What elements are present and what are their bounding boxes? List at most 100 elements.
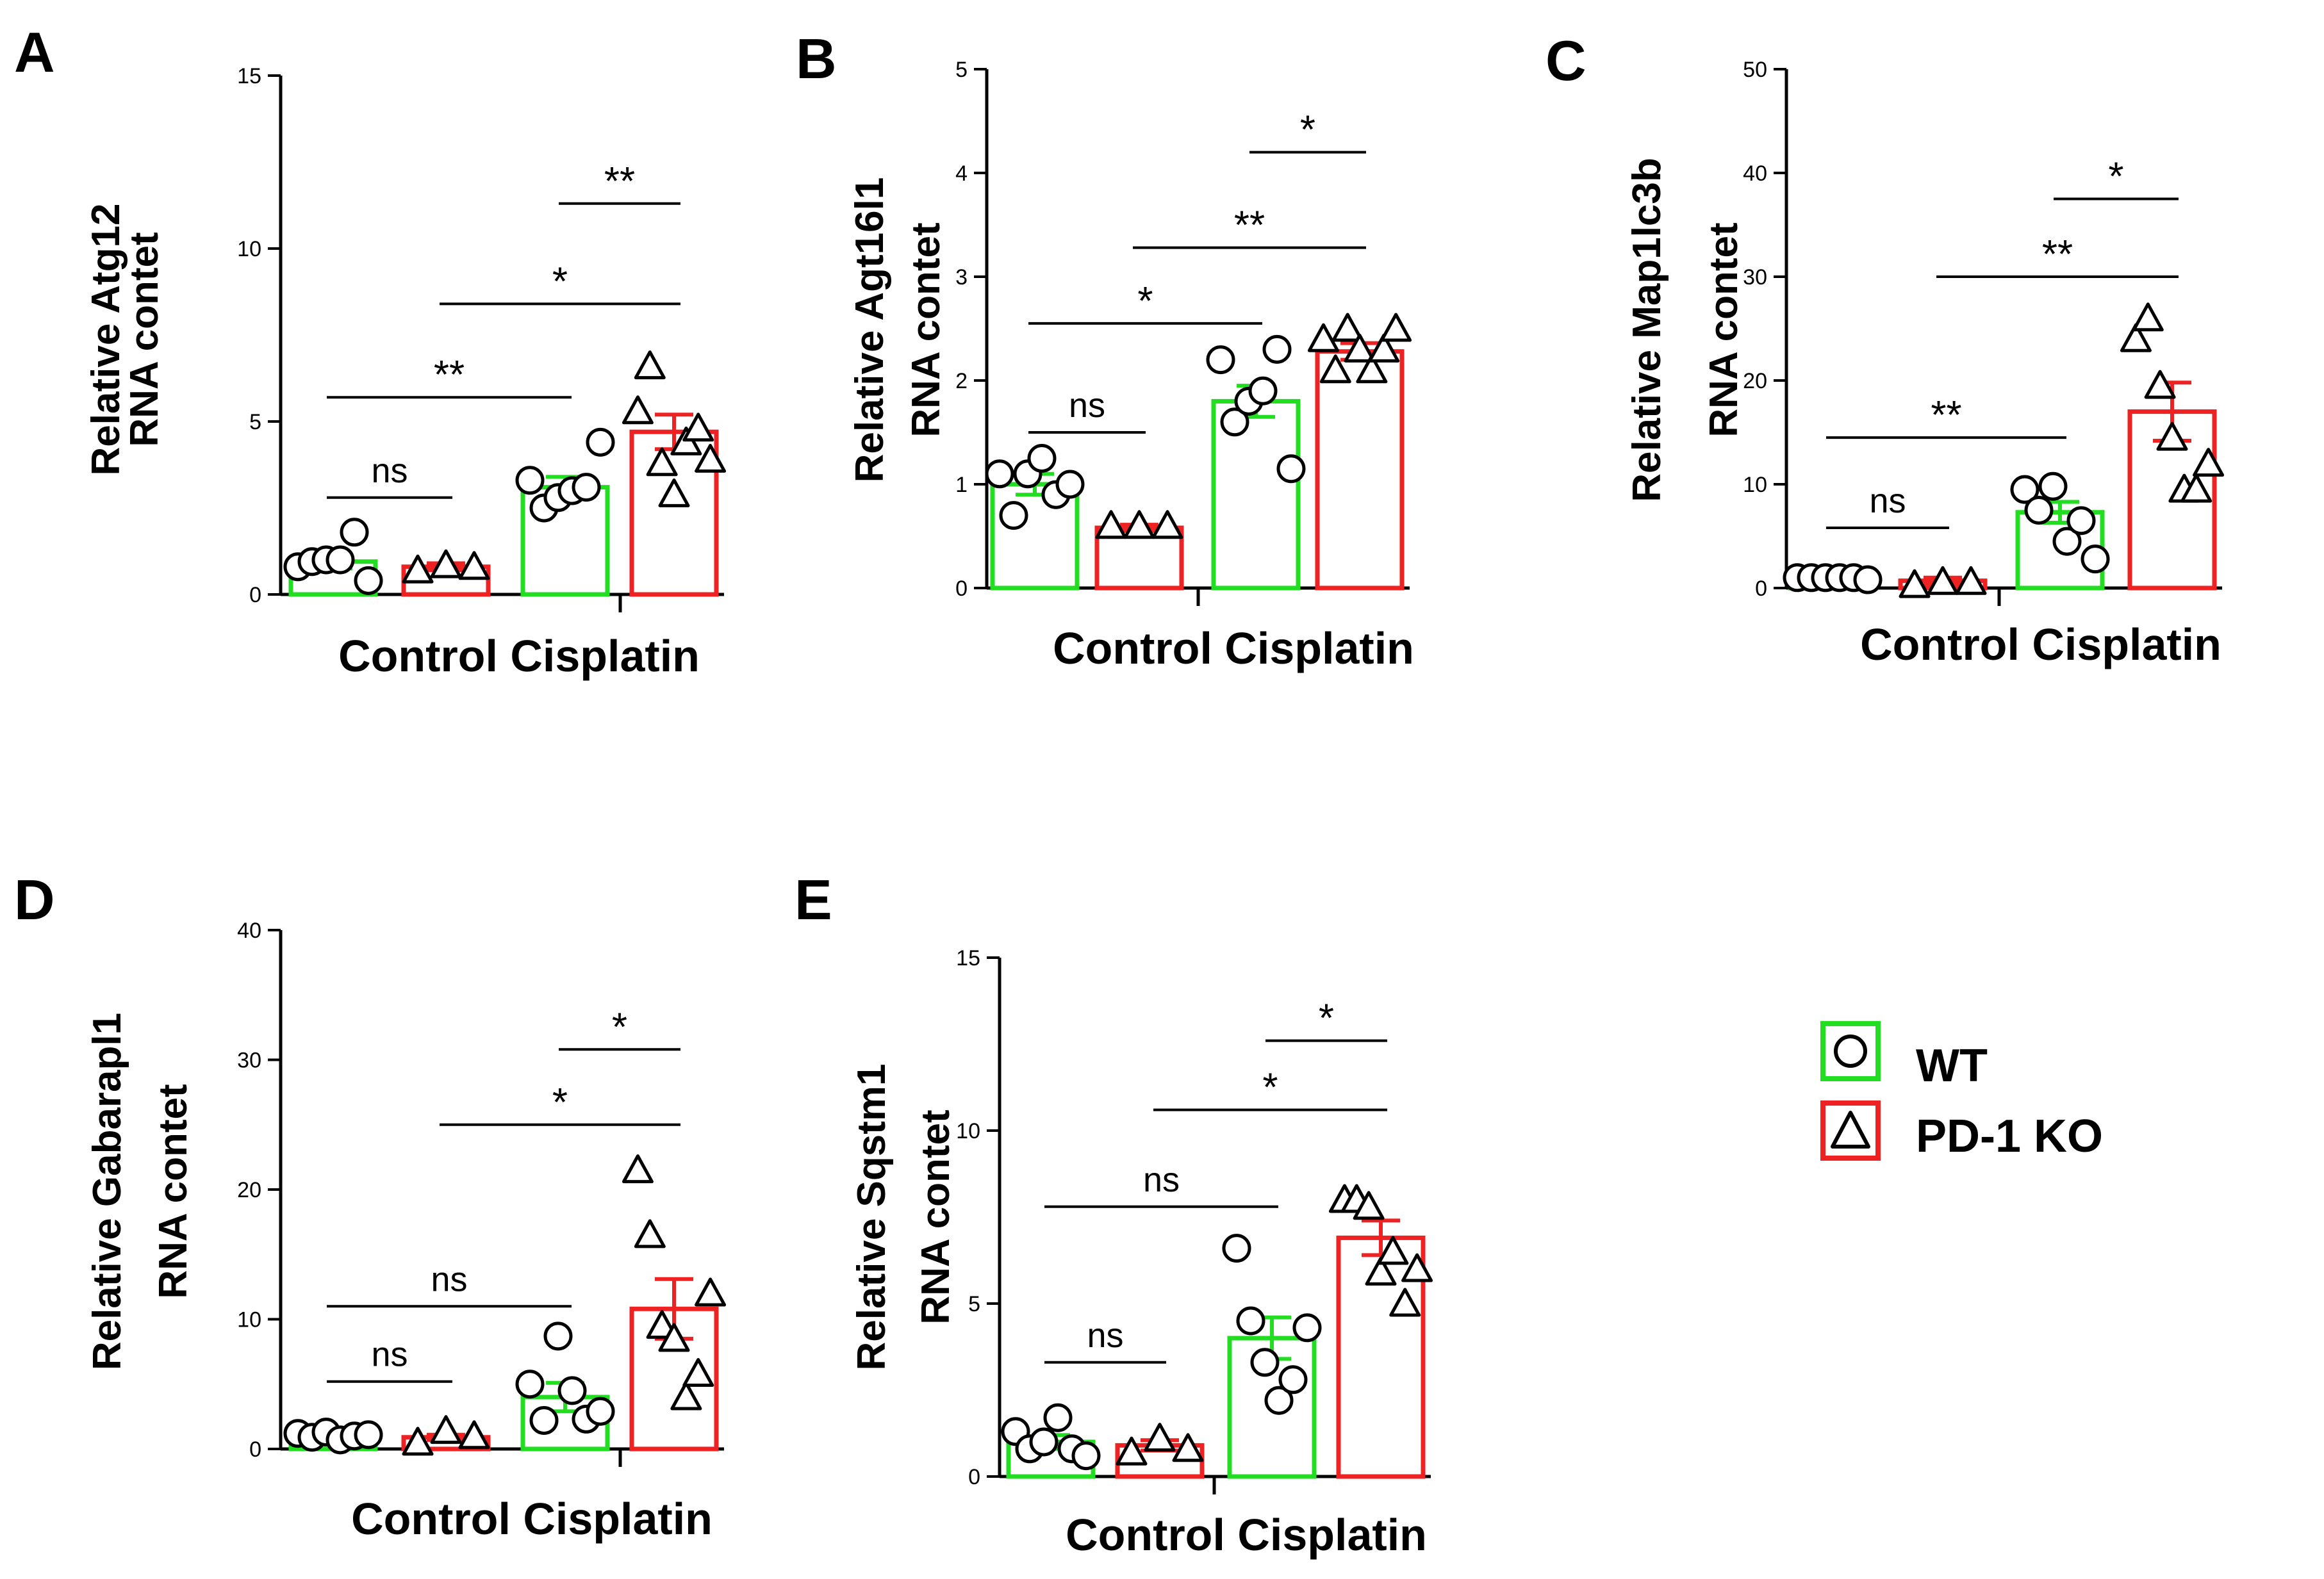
data-point-triangle xyxy=(1172,1433,1204,1462)
data-point-triangle xyxy=(1151,510,1183,539)
legend-pd1ko-triangle-icon xyxy=(1831,1111,1870,1149)
data-point-circle xyxy=(586,1396,615,1426)
data-point-circle xyxy=(1029,1427,1059,1457)
data-point-triangle xyxy=(658,478,690,507)
data-point-triangle xyxy=(402,554,434,584)
y-tick-label: 20 xyxy=(237,1178,261,1202)
data-point-circle xyxy=(1027,444,1057,473)
data-point-triangle xyxy=(1389,1288,1421,1317)
x-axis-label: Control Cisplatin xyxy=(1053,623,1414,673)
data-point-triangle xyxy=(2132,302,2164,332)
data-point-triangle xyxy=(1095,510,1127,539)
legend: WT PD-1 KO xyxy=(1820,1021,2103,1162)
y-axis-label-line1: Relative Agt16l1 xyxy=(848,177,892,483)
data-point-circle xyxy=(1853,565,1883,594)
data-point-triangle xyxy=(634,1219,666,1248)
y-axis-label-line2: RNA contet xyxy=(904,222,948,437)
data-point-triangle xyxy=(2144,370,2176,399)
y-tick-label: 10 xyxy=(237,1308,261,1332)
y-tick-label: 4 xyxy=(955,161,968,186)
x-axis-label: Control Cisplatin xyxy=(1860,619,2221,669)
panel-letter: B xyxy=(796,27,837,90)
data-point-triangle xyxy=(1899,569,1931,598)
panel-letter: D xyxy=(14,868,55,931)
significance-label: * xyxy=(552,1081,568,1125)
significance-label: ns xyxy=(1069,386,1105,425)
significance-label: * xyxy=(552,259,568,304)
legend-wt-circle-icon xyxy=(1834,1035,1867,1068)
data-point-triangle xyxy=(1123,510,1155,539)
data-point-triangle xyxy=(1344,333,1376,363)
data-point-circle xyxy=(1248,376,1278,405)
data-point-triangle xyxy=(1307,323,1339,352)
y-tick-label: 0 xyxy=(955,577,968,601)
data-point-triangle xyxy=(682,413,714,442)
data-point-circle xyxy=(1071,1441,1101,1471)
data-point-triangle xyxy=(695,443,727,473)
data-point-circle xyxy=(354,566,383,595)
y-axis-label-line1: Relative Gabarapl1 xyxy=(85,1013,129,1370)
data-point-circle xyxy=(1276,454,1306,484)
data-point-circle xyxy=(1220,407,1249,437)
data-point-triangle xyxy=(1365,1256,1397,1286)
data-point-triangle xyxy=(1368,333,1400,363)
legend-pd1ko-label: PD-1 KO xyxy=(1916,1111,2103,1162)
data-point-triangle xyxy=(1356,354,1388,384)
x-axis-label: Control Cisplatin xyxy=(338,631,700,681)
panel-b: B Relative Agt16l1 RNA contet 0 1 2 3 4 5 Control… xyxy=(796,27,1414,673)
data-point-circle xyxy=(1055,470,1085,499)
y-tick-label: 10 xyxy=(1743,473,1767,497)
data-point-triangle xyxy=(430,549,462,578)
y-axis-label-line2: RNA contet xyxy=(122,232,167,446)
data-point-triangle xyxy=(1319,354,1351,384)
y-tick-label: 1 xyxy=(955,473,968,497)
data-point-circle xyxy=(2081,544,2110,574)
significance-label: * xyxy=(1319,997,1334,1041)
panel-letter: C xyxy=(1545,29,1586,92)
data-point-circle xyxy=(985,459,1014,489)
y-tick-label: 5 xyxy=(968,1292,980,1316)
bar-pd-1-ko-1 xyxy=(1315,349,1405,591)
significance-label: * xyxy=(612,1005,627,1049)
legend-item-pd1ko: PD-1 KO xyxy=(1820,1100,2103,1162)
y-axis-label-line1: Relative Atg12 xyxy=(84,204,128,476)
y-tick-label: 30 xyxy=(1743,265,1767,290)
data-point-triangle xyxy=(634,350,666,380)
y-tick-label: 0 xyxy=(1755,577,1767,601)
y-tick-label: 15 xyxy=(237,64,261,88)
data-point-triangle xyxy=(1380,313,1412,342)
data-point-triangle xyxy=(622,395,654,425)
significance-label: ** xyxy=(2042,233,2073,277)
significance-label: * xyxy=(1300,108,1315,152)
data-point-circle xyxy=(1262,334,1292,364)
y-tick-label: 40 xyxy=(237,919,261,943)
data-point-circle xyxy=(2010,475,2040,504)
y-tick-label: 40 xyxy=(1743,161,1767,186)
data-point-circle xyxy=(1206,345,1235,375)
panel-letter: A xyxy=(14,20,55,84)
y-axis-label-line1: Relative Map1lc3b xyxy=(1625,158,1669,502)
y-tick-label: 0 xyxy=(249,583,261,607)
y-tick-label: 10 xyxy=(237,237,261,261)
y-tick-label: 5 xyxy=(249,410,261,434)
data-point-triangle xyxy=(670,1381,702,1411)
significance-label: ns xyxy=(1143,1161,1180,1199)
data-point-circle xyxy=(572,473,601,502)
data-point-triangle xyxy=(402,1427,434,1456)
y-tick-label: 0 xyxy=(249,1437,261,1462)
significance-label: * xyxy=(2108,155,2123,199)
data-point-circle xyxy=(557,1376,587,1405)
data-point-circle xyxy=(999,501,1028,530)
significance-label: ** xyxy=(1234,204,1265,248)
data-point-circle xyxy=(515,466,545,495)
y-tick-label: 10 xyxy=(956,1119,980,1143)
data-point-triangle xyxy=(658,1323,690,1352)
significance-label: * xyxy=(1262,1066,1278,1110)
significance-label: ns xyxy=(1869,482,1906,520)
significance-label: * xyxy=(1137,279,1153,323)
y-axis-label-line2: RNA contet xyxy=(1702,222,1746,437)
legend-wt-label: WT xyxy=(1916,1040,1988,1092)
data-point-triangle xyxy=(2193,448,2225,477)
data-point-triangle xyxy=(1377,1236,1409,1265)
